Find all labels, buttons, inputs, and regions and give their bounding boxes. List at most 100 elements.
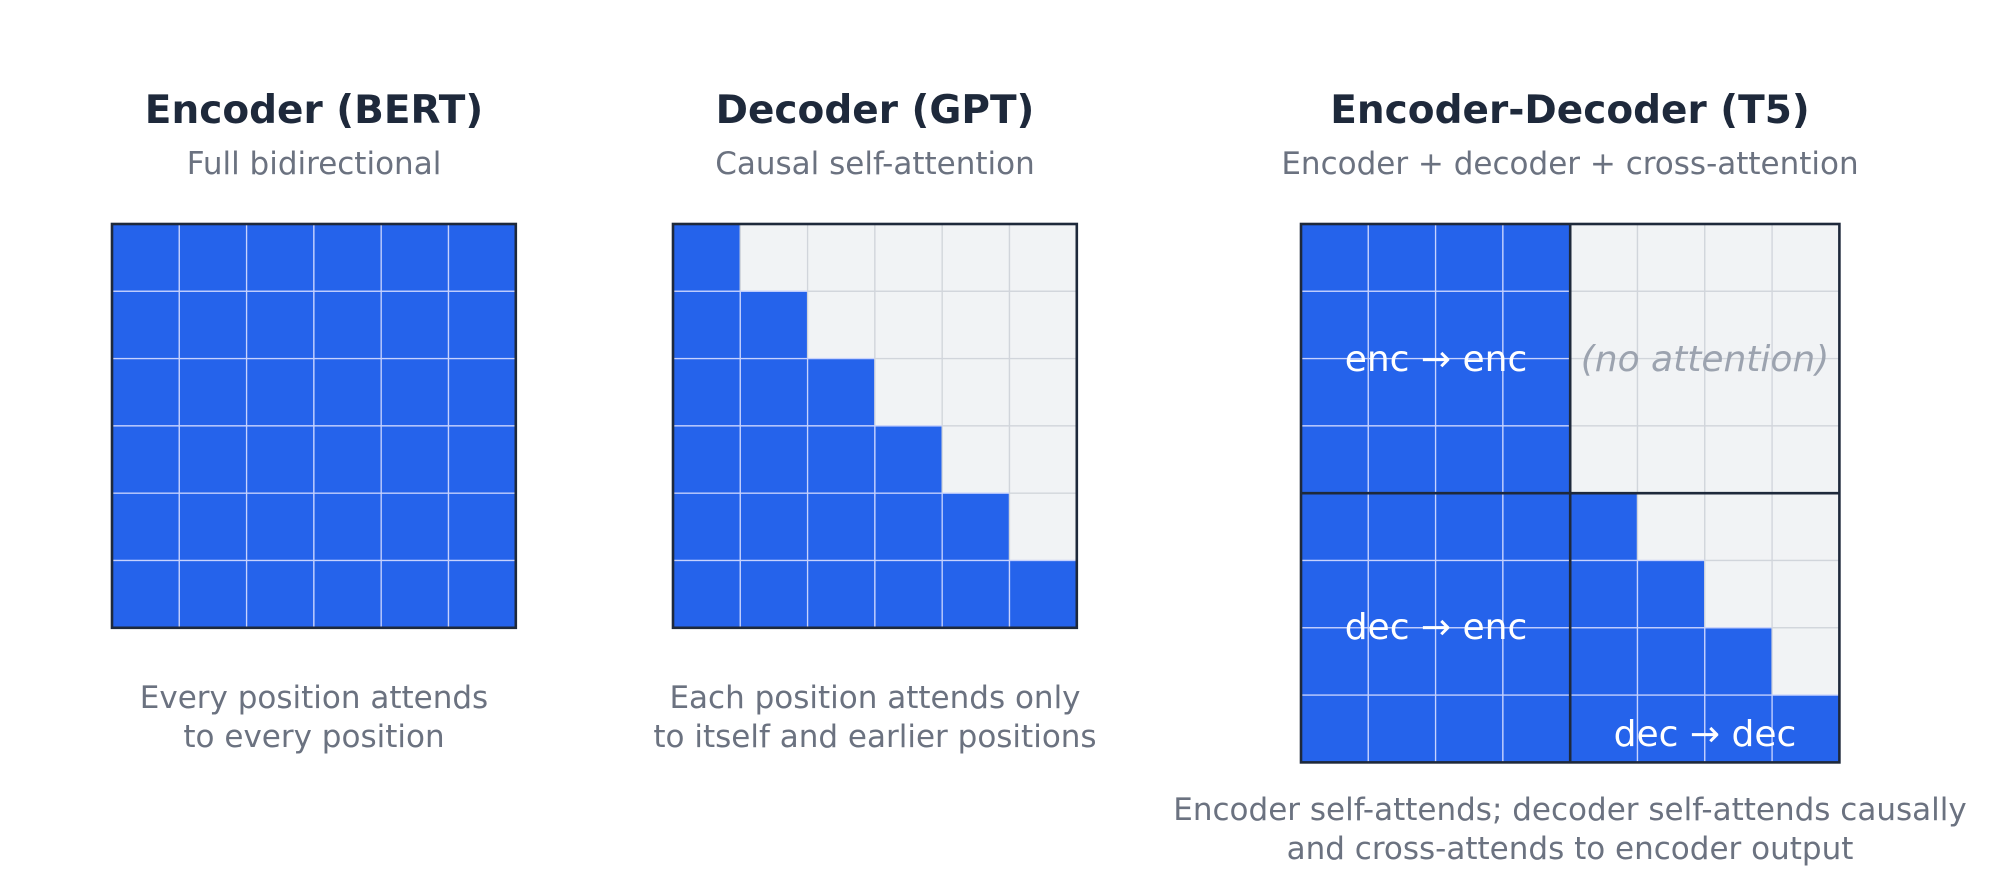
attend-cell	[806, 492, 876, 562]
attend-cell	[245, 559, 315, 629]
blocked-cell	[1569, 357, 1639, 427]
blocked-cell	[1704, 223, 1773, 292]
attend-cell	[111, 290, 180, 360]
attend-cell	[739, 357, 809, 427]
attend-cell	[1636, 559, 1706, 629]
attend-cell	[1434, 290, 1504, 360]
blocked-cell	[1569, 425, 1639, 494]
panel-caption-line-1: Each position attends only	[669, 680, 1080, 716]
attend-cell	[806, 425, 876, 494]
attend-cell	[111, 559, 180, 629]
attention-mask-grid	[671, 222, 1079, 630]
blocked-cell	[1771, 559, 1841, 629]
attend-cell	[1367, 627, 1437, 696]
panel-caption-line-1: Every position attends	[140, 680, 488, 716]
panel-caption-line-2: to itself and earlier positions	[653, 719, 1096, 755]
blocked-cell	[1008, 357, 1078, 427]
attend-cell	[313, 492, 382, 562]
blocked-cell	[1771, 357, 1841, 427]
attend-cell	[739, 290, 809, 360]
attend-cell	[1367, 223, 1437, 292]
attend-cell	[178, 425, 248, 494]
attend-cell	[1300, 425, 1369, 494]
blocked-cell	[941, 290, 1011, 360]
attend-cell	[245, 290, 315, 360]
attend-cell	[672, 223, 741, 292]
attend-cell	[941, 559, 1011, 629]
attend-cell	[1434, 492, 1504, 562]
attend-cell	[313, 223, 382, 292]
blocked-cell	[1008, 223, 1078, 292]
blocked-cell	[1771, 492, 1841, 562]
panel-title: Encoder (BERT)	[145, 88, 483, 133]
attend-cell	[245, 492, 315, 562]
attend-cell	[111, 357, 180, 427]
blocked-cell	[1704, 559, 1773, 629]
attend-cell	[447, 223, 517, 292]
attend-cell	[1502, 290, 1571, 360]
attend-cell	[111, 492, 180, 562]
blocked-cell	[1704, 425, 1773, 494]
blocked-cell	[1636, 290, 1706, 360]
panel-encoder-decoder: Encoder-Decoder (T5) Encoder + decoder +…	[1173, 88, 1966, 867]
attend-cell	[1367, 492, 1437, 562]
attend-cell	[806, 559, 876, 629]
attend-cell	[806, 357, 876, 427]
attend-cell	[1300, 492, 1369, 562]
panel-title: Encoder-Decoder (T5)	[1330, 88, 1809, 133]
attend-cell	[178, 492, 248, 562]
attend-cell	[178, 559, 248, 629]
attend-cell	[313, 290, 382, 360]
attend-cell	[672, 357, 741, 427]
attend-cell	[313, 357, 382, 427]
attend-cell	[739, 559, 809, 629]
blocked-cell	[941, 223, 1011, 292]
attend-cell	[1502, 223, 1571, 292]
blocked-cell	[1771, 425, 1841, 494]
attend-cell	[1367, 694, 1437, 764]
panel-title: Decoder (GPT)	[716, 88, 1035, 133]
blocked-cell	[1771, 627, 1841, 696]
attend-cell	[178, 357, 248, 427]
attend-cell	[447, 559, 517, 629]
attend-cell	[245, 357, 315, 427]
block-label-dec-enc: dec → enc	[1345, 607, 1528, 648]
blocked-cell	[1704, 492, 1773, 562]
attend-cell	[313, 559, 382, 629]
attend-cell	[447, 425, 517, 494]
panel-decoder: Decoder (GPT) Causal self-attention Each…	[653, 88, 1096, 755]
blocked-cell	[1704, 357, 1773, 427]
attend-cell	[447, 357, 517, 427]
attend-cell	[447, 492, 517, 562]
blocked-cell	[806, 290, 876, 360]
block-label-dec-dec: dec → dec	[1614, 714, 1797, 755]
grid-border	[671, 222, 1079, 630]
panel-caption-line-2: to every position	[183, 719, 444, 755]
attend-cell	[1367, 425, 1437, 494]
attend-cell	[380, 425, 450, 494]
blocked-cell	[1008, 492, 1078, 562]
attend-cell	[1502, 627, 1571, 696]
blocked-cell	[1636, 223, 1706, 292]
attend-cell	[1569, 627, 1639, 696]
blocked-cell	[1636, 492, 1706, 562]
attend-cell	[380, 357, 450, 427]
attend-cell	[739, 492, 809, 562]
attend-cell	[672, 290, 741, 360]
attend-cell	[1502, 425, 1571, 494]
attend-cell	[672, 492, 741, 562]
attend-cell	[111, 223, 180, 292]
attend-cell	[1434, 694, 1504, 764]
panel-subtitle: Full bidirectional	[187, 146, 442, 182]
blocked-cell	[1569, 223, 1639, 292]
panel-subtitle: Causal self-attention	[715, 146, 1035, 182]
attend-cell	[111, 425, 180, 494]
attend-cell	[1008, 559, 1078, 629]
attend-cell	[1704, 627, 1773, 696]
attend-cell	[1502, 559, 1571, 629]
blocked-cell	[1008, 290, 1078, 360]
blocked-cell	[874, 357, 943, 427]
blocked-cell	[1636, 425, 1706, 494]
blocked-cell	[806, 223, 876, 292]
attend-cell	[447, 290, 517, 360]
